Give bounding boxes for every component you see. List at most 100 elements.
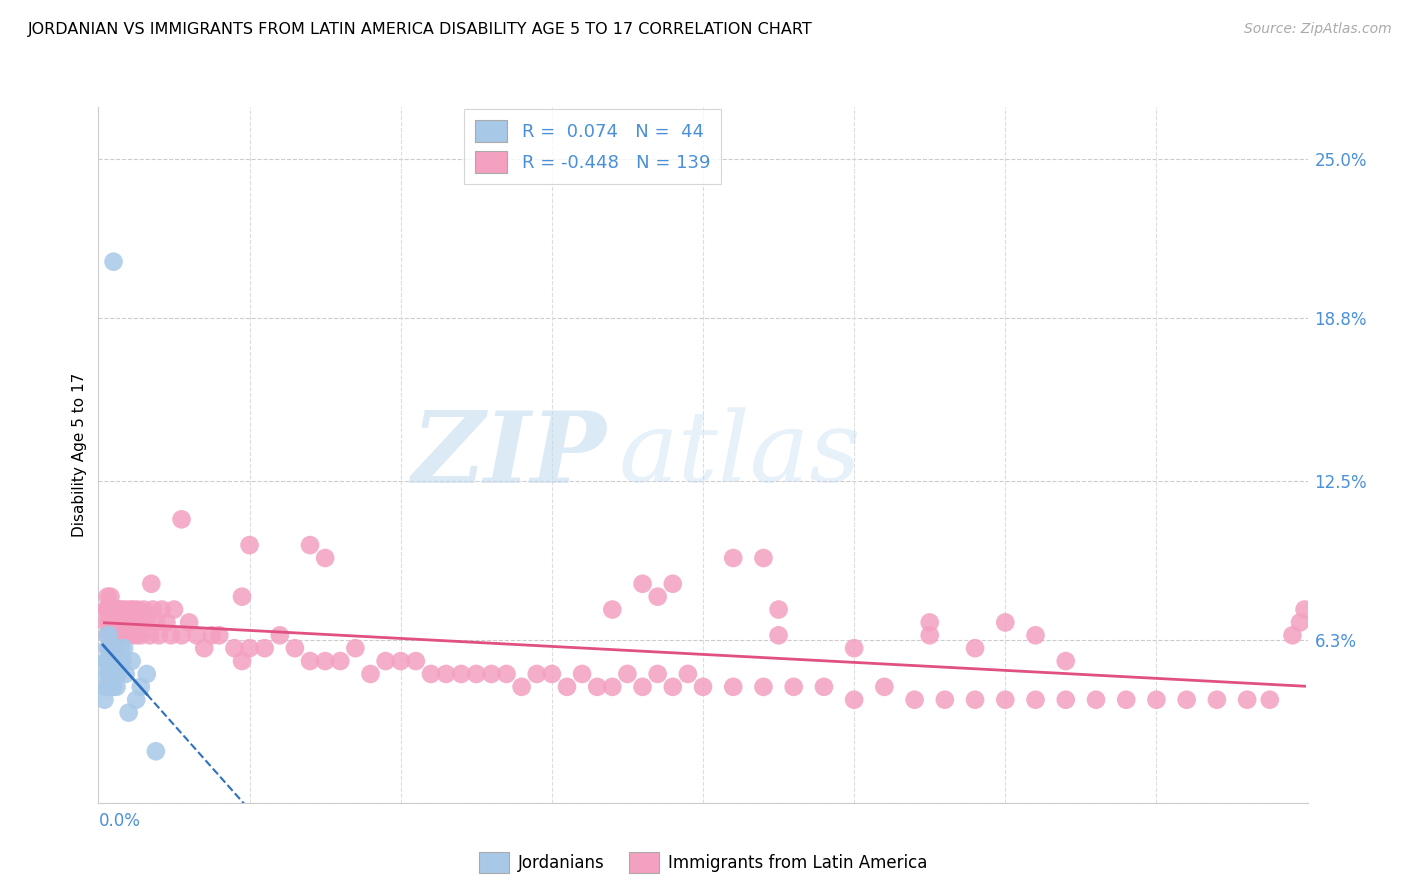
Point: [602, 602, 624, 616]
Point: [103, 641, 125, 656]
Point: [253, 641, 276, 656]
Point: [100, 615, 122, 630]
Point: [127, 602, 149, 616]
Point: [103, 615, 125, 630]
Point: [1024, 628, 1046, 642]
Point: [148, 628, 170, 642]
Point: [103, 680, 125, 694]
Point: [135, 615, 157, 630]
Point: [101, 654, 124, 668]
Point: [434, 667, 457, 681]
Text: Source: ZipAtlas.com: Source: ZipAtlas.com: [1244, 22, 1392, 37]
Point: [105, 615, 128, 630]
Point: [904, 692, 927, 706]
Legend: R =  0.074   N =  44, R = -0.448   N = 139: R = 0.074 N = 44, R = -0.448 N = 139: [464, 109, 721, 184]
Point: [98, 667, 121, 681]
Point: [101, 667, 124, 681]
Point: [129, 628, 152, 642]
Point: [526, 667, 548, 681]
Point: [163, 602, 186, 616]
Point: [101, 602, 124, 616]
Point: [1175, 692, 1198, 706]
Point: [813, 680, 835, 694]
Point: [186, 628, 208, 642]
Point: [231, 590, 253, 604]
Point: [96, 680, 118, 694]
Point: [103, 602, 125, 616]
Point: [179, 615, 201, 630]
Point: [510, 680, 533, 694]
Point: [104, 667, 127, 681]
Point: [752, 680, 775, 694]
Point: [135, 667, 157, 681]
Point: [101, 641, 124, 656]
Point: [107, 654, 129, 668]
Point: [103, 641, 125, 656]
Point: [1054, 692, 1077, 706]
Point: [1236, 692, 1258, 706]
Point: [150, 602, 173, 616]
Point: [1281, 628, 1303, 642]
Point: [934, 692, 956, 706]
Point: [122, 602, 145, 616]
Point: [1294, 602, 1316, 616]
Point: [96, 628, 118, 642]
Point: [918, 615, 941, 630]
Point: [111, 654, 134, 668]
Point: [631, 576, 654, 591]
Point: [108, 602, 131, 616]
Point: [239, 641, 262, 656]
Point: [231, 654, 253, 668]
Point: [129, 680, 152, 694]
Point: [120, 602, 142, 616]
Point: [1085, 692, 1108, 706]
Point: [132, 602, 155, 616]
Point: [420, 667, 443, 681]
Point: [100, 680, 122, 694]
Point: [994, 692, 1017, 706]
Point: [94, 680, 117, 694]
Point: [142, 602, 165, 616]
Point: [94, 654, 117, 668]
Point: [105, 628, 128, 642]
Point: [94, 615, 117, 630]
Point: [692, 680, 714, 694]
Y-axis label: Disability Age 5 to 17: Disability Age 5 to 17: [72, 373, 87, 537]
Point: [389, 654, 412, 668]
Point: [98, 615, 121, 630]
Point: [100, 628, 122, 642]
Point: [111, 602, 134, 616]
Point: [1115, 692, 1137, 706]
Point: [96, 641, 118, 656]
Point: [100, 654, 122, 668]
Point: [103, 654, 125, 668]
Point: [360, 667, 382, 681]
Point: [107, 602, 129, 616]
Point: [100, 590, 122, 604]
Point: [105, 654, 128, 668]
Point: [145, 615, 167, 630]
Point: [662, 576, 685, 591]
Point: [128, 615, 150, 630]
Point: [94, 602, 117, 616]
Point: [145, 744, 167, 758]
Point: [783, 680, 806, 694]
Point: [118, 615, 141, 630]
Point: [96, 628, 118, 642]
Point: [374, 654, 396, 668]
Text: atlas: atlas: [619, 408, 860, 502]
Point: [98, 680, 121, 694]
Point: [104, 654, 127, 668]
Point: [676, 667, 699, 681]
Point: [110, 641, 132, 656]
Point: [239, 538, 262, 552]
Point: [1144, 692, 1167, 706]
Point: [107, 615, 129, 630]
Point: [965, 641, 987, 656]
Point: [299, 654, 322, 668]
Point: [100, 641, 122, 656]
Point: [96, 602, 118, 616]
Point: [495, 667, 517, 681]
Point: [647, 667, 669, 681]
Point: [94, 667, 117, 681]
